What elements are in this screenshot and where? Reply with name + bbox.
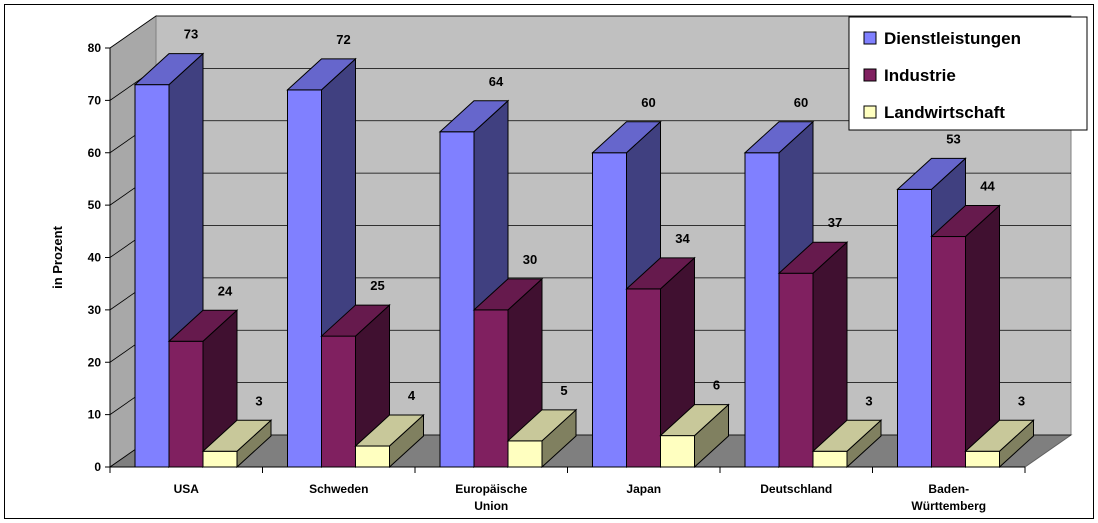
x-category-label: Baden- <box>928 482 969 496</box>
legend-label: Landwirtschaft <box>884 103 1005 122</box>
data-label: 3 <box>865 393 872 408</box>
data-label: 30 <box>523 252 537 267</box>
y-axis-title: in Prozent <box>50 225 65 289</box>
bar <box>134 84 170 468</box>
y-tick-label: 0 <box>94 460 101 474</box>
bar-top <box>472 278 544 311</box>
data-label: 25 <box>370 278 384 293</box>
bar <box>355 445 390 468</box>
bar <box>931 236 966 468</box>
bar-top <box>438 100 510 133</box>
data-label: 72 <box>336 32 350 47</box>
data-label: 44 <box>980 179 995 194</box>
data-label: 6 <box>713 378 720 393</box>
bar-top <box>930 205 1001 238</box>
bar-top <box>777 241 849 274</box>
bar <box>965 450 1000 468</box>
data-label: 24 <box>218 283 233 298</box>
bar-top <box>811 419 883 452</box>
bar-top <box>167 309 239 342</box>
bar-top <box>591 121 662 154</box>
data-label: 5 <box>560 383 567 398</box>
bar-top <box>201 419 273 452</box>
bar-top <box>354 414 425 447</box>
x-category-label: Württemberg <box>911 499 986 513</box>
bar <box>660 435 695 468</box>
bar-top <box>506 409 578 442</box>
bar <box>168 340 204 468</box>
plot-border <box>4 4 1094 519</box>
data-label: 3 <box>255 393 262 408</box>
bar <box>287 89 322 468</box>
data-label: 53 <box>946 131 960 146</box>
legend-swatch <box>863 105 877 119</box>
x-category-label: Schweden <box>309 482 368 496</box>
x-category-label: Union <box>474 499 508 513</box>
bar <box>744 152 780 468</box>
gridline <box>109 15 1071 49</box>
legend-swatch <box>863 68 877 82</box>
bar-top <box>320 304 391 337</box>
data-label: 73 <box>184 27 198 42</box>
data-label: 60 <box>794 95 808 110</box>
y-tick-label: 80 <box>88 41 102 55</box>
data-label: 60 <box>641 95 655 110</box>
bar <box>592 152 627 468</box>
x-category-label: Europäische <box>455 482 527 496</box>
bar <box>812 450 848 468</box>
bar <box>473 309 509 468</box>
bar-top <box>743 121 815 154</box>
bar-top <box>133 53 205 86</box>
x-category-label: USA <box>174 482 200 496</box>
bar-top <box>896 157 967 190</box>
y-tick-label: 30 <box>88 303 102 317</box>
x-category-label: Japan <box>626 482 661 496</box>
data-label: 3 <box>1018 393 1025 408</box>
legend-box <box>848 16 1088 131</box>
y-tick-label: 60 <box>88 146 102 160</box>
bar <box>202 450 238 468</box>
bar <box>778 272 814 468</box>
legend-swatch <box>863 31 877 45</box>
y-tick-label: 50 <box>88 198 102 212</box>
bar-top <box>286 58 357 91</box>
bar <box>626 288 661 468</box>
data-label: 64 <box>489 74 504 89</box>
y-tick-label: 40 <box>88 251 102 265</box>
bar <box>439 131 475 468</box>
legend-label: Industrie <box>884 66 956 85</box>
bar-top <box>625 257 696 290</box>
y-tick-label: 10 <box>88 408 102 422</box>
data-label: 37 <box>828 215 842 230</box>
y-tick-label: 70 <box>88 93 102 107</box>
y-tick-label: 20 <box>88 355 102 369</box>
x-category-label: Deutschland <box>760 482 832 496</box>
bar-top <box>659 404 730 437</box>
bar <box>321 335 356 468</box>
bar-top <box>964 419 1035 452</box>
data-label: 4 <box>408 388 416 403</box>
legend-label: Dienstleistungen <box>884 29 1021 48</box>
data-label: 34 <box>675 231 690 246</box>
bar <box>897 188 932 468</box>
bar <box>507 440 543 468</box>
